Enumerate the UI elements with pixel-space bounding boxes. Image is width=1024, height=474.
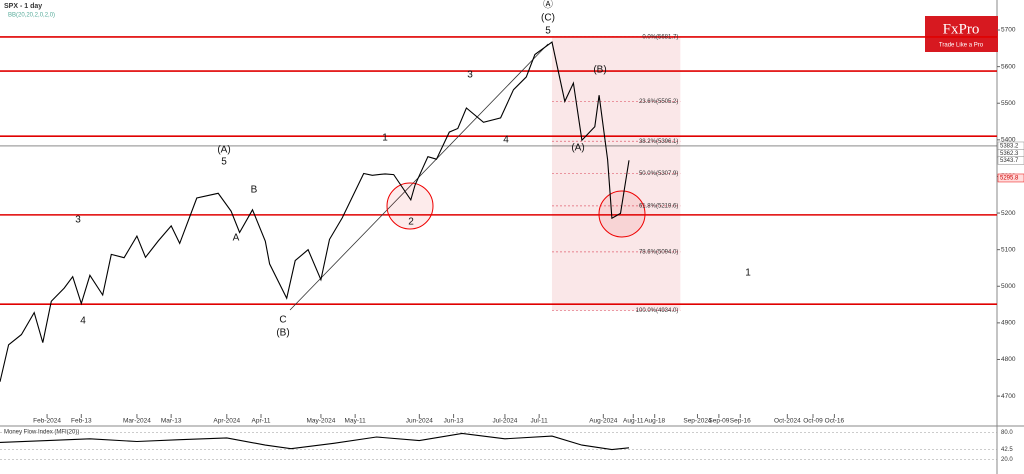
highlight-circle [598, 190, 646, 238]
wave-label: (C) [541, 13, 555, 24]
x-tick-label: Aug-2024 [589, 418, 618, 425]
y-tick-label: 4900 [1001, 320, 1016, 327]
wave-label: (A) [217, 145, 230, 156]
wave-label: 4 [80, 316, 86, 327]
x-tick-label: Oct-16 [825, 418, 845, 425]
x-tick-label: Aug-18 [644, 418, 665, 425]
logo-box [925, 16, 998, 52]
fib-label: 0.0%(5681.7) [642, 34, 678, 40]
y-tick-label: 4700 [1001, 393, 1016, 400]
price-line [0, 432, 630, 451]
logo-tagline: Trade Like a Pro [939, 43, 984, 49]
x-tick-label: Sep-16 [730, 418, 751, 425]
wave-label: (B) [593, 65, 606, 76]
fib-label: 78.6%(5094.0) [639, 249, 678, 255]
x-tick-label: Oct-09 [803, 418, 823, 425]
wave-label: (A) [571, 143, 584, 154]
price-line [0, 41, 630, 382]
mfi-tick-label: 80.0 [1001, 430, 1013, 436]
wave-label: (B) [276, 328, 289, 339]
x-tick-label: Jun-13 [444, 418, 464, 425]
fib-label: 50.0%(5307.9) [639, 171, 678, 177]
price-marker-label: 5383.2 [1000, 144, 1019, 150]
x-tick-label: Mar-13 [161, 418, 182, 425]
highlight-circle [386, 182, 434, 230]
x-tick-label: May-2024 [306, 418, 335, 425]
x-tick-label: Apr-11 [252, 418, 271, 425]
mfi-tick-label: 42.5 [1001, 447, 1013, 453]
wave-label: 4 [503, 135, 509, 146]
y-tick-label: 5400 [1001, 137, 1016, 144]
wave-label: 2 [408, 217, 414, 228]
wave-label: A [233, 233, 240, 244]
price-marker-box [997, 173, 1024, 183]
y-tick-label: 5200 [1001, 210, 1016, 217]
x-tick-label: Jun-2024 [406, 418, 433, 425]
wave-label: C [279, 315, 286, 326]
x-tick-label: Feb-13 [71, 418, 92, 425]
wave-label: 5 [545, 26, 551, 37]
wave-label: 1 [745, 268, 751, 279]
logo: FxPro [943, 21, 980, 37]
price-marker-label: 5295.8 [1000, 176, 1019, 182]
wave-label: 3 [75, 215, 81, 226]
fib-label: 100.0%(4934.0) [636, 308, 679, 314]
indicator-label: BB(20,20,2,0,2,0) [8, 13, 55, 19]
wave-label: B [251, 185, 258, 196]
wave-label: 1 [382, 133, 388, 144]
x-tick-label: Sep-09 [708, 418, 729, 425]
y-tick-label: 5700 [1001, 27, 1016, 34]
x-tick-label: Apr-2024 [213, 418, 240, 425]
x-tick-label: Jul-11 [531, 418, 549, 425]
y-tick-label: 5000 [1001, 283, 1016, 290]
mfi-tick-label: 20.0 [1001, 457, 1013, 463]
fib-label: 38.2%(5396.1) [639, 139, 678, 145]
y-tick-label: 5500 [1001, 100, 1016, 107]
x-tick-label: Aug-11 [623, 418, 644, 425]
x-tick-label: Oct-2024 [774, 418, 801, 425]
x-tick-label: May-11 [345, 418, 367, 425]
x-tick-label: Mar-2024 [123, 418, 151, 425]
price-marker-box [997, 156, 1024, 165]
fib-label: 23.6%(5505.2) [639, 99, 678, 105]
fib-label: 61.8%(5219.6) [639, 203, 678, 209]
y-tick-label: 4800 [1001, 356, 1016, 363]
price-marker-label: 5343.7 [1000, 158, 1019, 164]
x-tick-label: Feb-2024 [33, 418, 61, 425]
y-tick-label: 5100 [1001, 246, 1016, 253]
x-tick-label: Sep-2024 [683, 418, 712, 425]
y-tick-label: 5600 [1001, 63, 1016, 70]
price-marker-label: 5362.3 [1000, 151, 1019, 157]
x-tick-label: Jul-2024 [492, 418, 517, 425]
chart-title: SPX - 1 day [4, 3, 42, 10]
wave-label: 3 [467, 70, 473, 81]
wave-label: 5 [221, 157, 227, 168]
wave-label: Ⓐ [543, 0, 553, 11]
